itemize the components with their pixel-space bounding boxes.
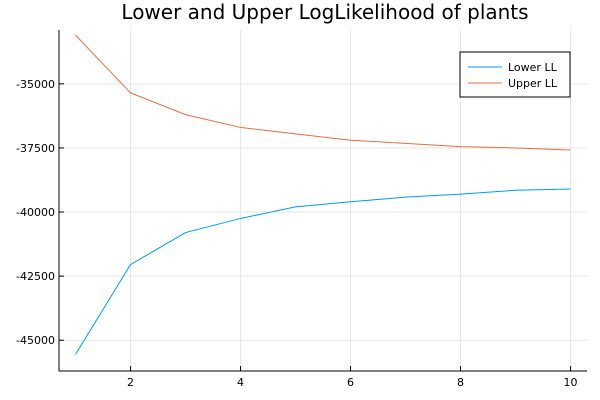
- x-tick-label: 4: [237, 376, 244, 389]
- x-tick-label: 10: [564, 376, 578, 389]
- y-tick-label: -45000: [16, 334, 55, 347]
- y-tick-label: -42500: [16, 270, 55, 283]
- axes: [58, 30, 587, 372]
- chart-title: Lower and Upper LogLikelihood of plants: [121, 0, 528, 24]
- y-tick-label: -35000: [16, 78, 55, 91]
- x-tick-label: 6: [347, 376, 354, 389]
- x-tick-label: 8: [457, 376, 464, 389]
- series-line-lower-ll: [75, 188, 571, 355]
- legend-label: Lower LL: [508, 61, 558, 74]
- y-tick-label: -40000: [16, 206, 55, 219]
- legend-box: [459, 51, 571, 98]
- x-tick-label: 2: [127, 376, 134, 389]
- grid: [59, 30, 587, 371]
- legend-label: Upper LL: [508, 77, 558, 90]
- series-lines: [75, 34, 571, 355]
- legend: Lower LL Upper LL: [459, 51, 571, 98]
- series-line-upper-ll: [75, 34, 571, 151]
- tick-labels: 2 4 6 8 10 -35000 -37500 -40000 -42500 -45000: [16, 78, 577, 389]
- y-tick-label: -37500: [16, 142, 55, 155]
